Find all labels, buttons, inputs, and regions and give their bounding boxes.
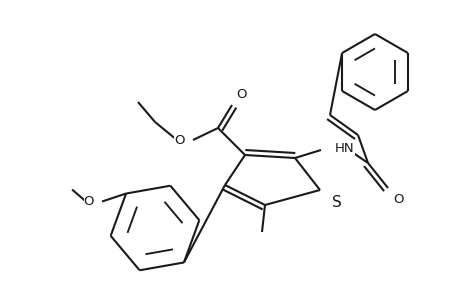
Text: O: O bbox=[392, 193, 403, 206]
Text: HN: HN bbox=[334, 142, 354, 154]
Text: O: O bbox=[84, 195, 94, 208]
Text: O: O bbox=[174, 134, 185, 146]
Text: O: O bbox=[235, 88, 246, 101]
Text: S: S bbox=[331, 195, 341, 210]
